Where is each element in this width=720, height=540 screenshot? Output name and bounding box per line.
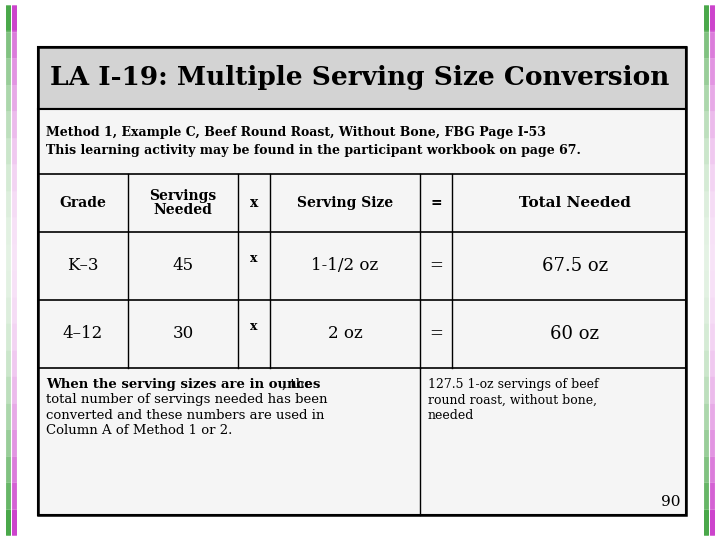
Text: 127.5 1-oz servings of beef: 127.5 1-oz servings of beef [428, 378, 598, 391]
Text: Needed: Needed [153, 203, 212, 217]
Text: x: x [251, 252, 258, 265]
Text: Method 1, Example C, Beef Round Roast, Without Bone, FBG Page I-53: Method 1, Example C, Beef Round Roast, W… [46, 126, 546, 139]
Bar [38, 109, 686, 515]
Bar [38, 47, 686, 515]
Text: total number of servings needed has been: total number of servings needed has been [46, 394, 328, 407]
Text: Serving Size: Serving Size [297, 196, 393, 210]
Text: x: x [251, 320, 258, 333]
Text: 60 oz: 60 oz [551, 325, 600, 343]
Text: x: x [250, 196, 258, 210]
Text: =: = [429, 326, 443, 342]
Text: 67.5 oz: 67.5 oz [542, 257, 608, 275]
Text: needed: needed [428, 409, 474, 422]
Text: This learning activity may be found in the participant workbook on page 67.: This learning activity may be found in t… [46, 144, 581, 157]
Text: 1-1/2 oz: 1-1/2 oz [311, 258, 379, 274]
Text: Servings: Servings [149, 189, 217, 203]
Text: K–3: K–3 [67, 258, 99, 274]
Text: 4–12: 4–12 [63, 326, 103, 342]
Text: =: = [429, 258, 443, 274]
Text: round roast, without bone,: round roast, without bone, [428, 394, 597, 407]
Text: 90: 90 [662, 495, 681, 509]
Text: Column A of Method 1 or 2.: Column A of Method 1 or 2. [46, 424, 233, 437]
Text: =: = [430, 196, 442, 210]
Text: 45: 45 [172, 258, 194, 274]
Text: When the serving sizes are in ounces: When the serving sizes are in ounces [46, 378, 320, 391]
Text: Grade: Grade [60, 196, 107, 210]
Text: Total Needed: Total Needed [519, 196, 631, 210]
Text: 2 oz: 2 oz [328, 326, 362, 342]
Bar [38, 47, 686, 109]
Text: LA I-19: Multiple Serving Size Conversion: LA I-19: Multiple Serving Size Conversio… [50, 65, 670, 91]
Text: converted and these numbers are used in: converted and these numbers are used in [46, 409, 325, 422]
Text: , the: , the [282, 378, 312, 391]
Text: 30: 30 [172, 326, 194, 342]
